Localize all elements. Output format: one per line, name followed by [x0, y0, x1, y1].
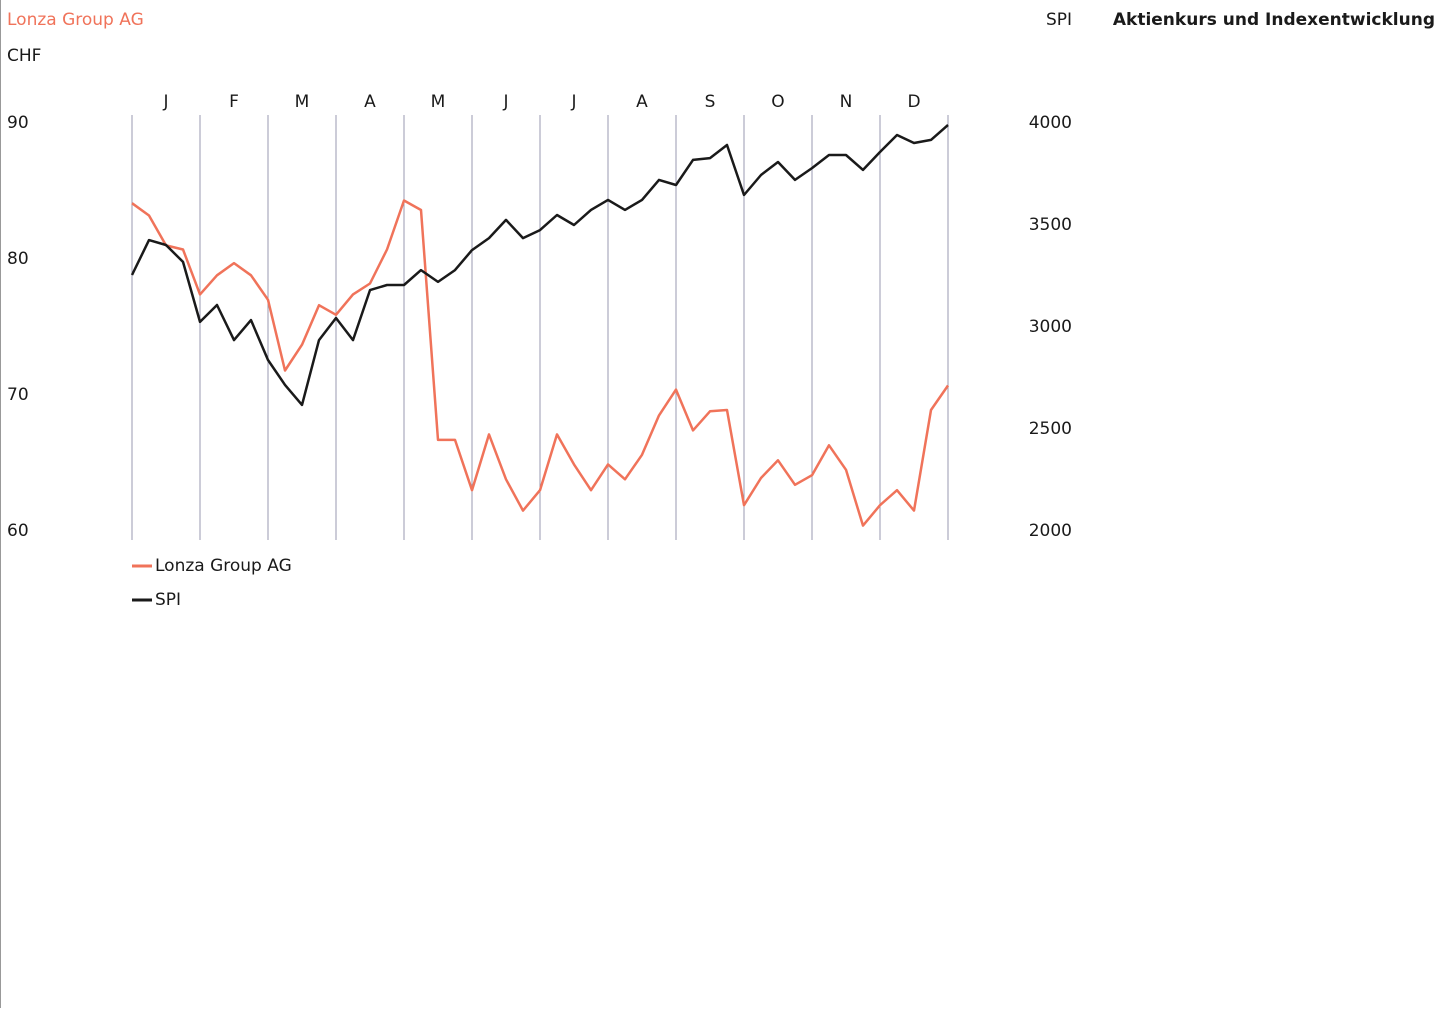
x-tick-label: A	[364, 92, 376, 112]
y2-tick-label: 3000	[1029, 317, 1072, 337]
x-tick-label: J	[502, 92, 508, 112]
line	[131, 199, 950, 527]
x-tick-label: J	[570, 92, 576, 112]
y2-tick-label: 4000	[1029, 113, 1072, 133]
x-tick-label: J	[162, 92, 168, 112]
x-tick-label: M	[431, 92, 446, 112]
y-axis-title: Lonza Group AG	[7, 10, 144, 30]
x-tick-label: M	[295, 92, 310, 112]
x-tick-label: N	[840, 92, 853, 112]
y-tick-label: 70	[7, 385, 29, 405]
y2-tick-label: 2000	[1029, 521, 1072, 541]
x-tick-label: F	[229, 92, 239, 112]
y-tick-label: 90	[7, 113, 29, 133]
chart-title: Aktienkurs und Indexentwicklung	[1113, 10, 1435, 30]
y-axis-unit: CHF	[7, 46, 41, 66]
legend-label: SPI	[155, 590, 181, 610]
x-tick-label: S	[705, 92, 716, 112]
y-tick-label: 60	[7, 521, 29, 541]
x-tick-label: A	[636, 92, 648, 112]
y-tick-label: 80	[7, 249, 29, 269]
x-tick-label: O	[771, 92, 784, 112]
line	[130, 124, 949, 407]
y2-axis-title: SPI	[1046, 10, 1072, 30]
legend-label: Lonza Group AG	[155, 556, 292, 576]
y2-tick-label: 3500	[1029, 215, 1072, 235]
x-tick-label: D	[907, 92, 920, 112]
y2-tick-label: 2500	[1029, 419, 1072, 439]
